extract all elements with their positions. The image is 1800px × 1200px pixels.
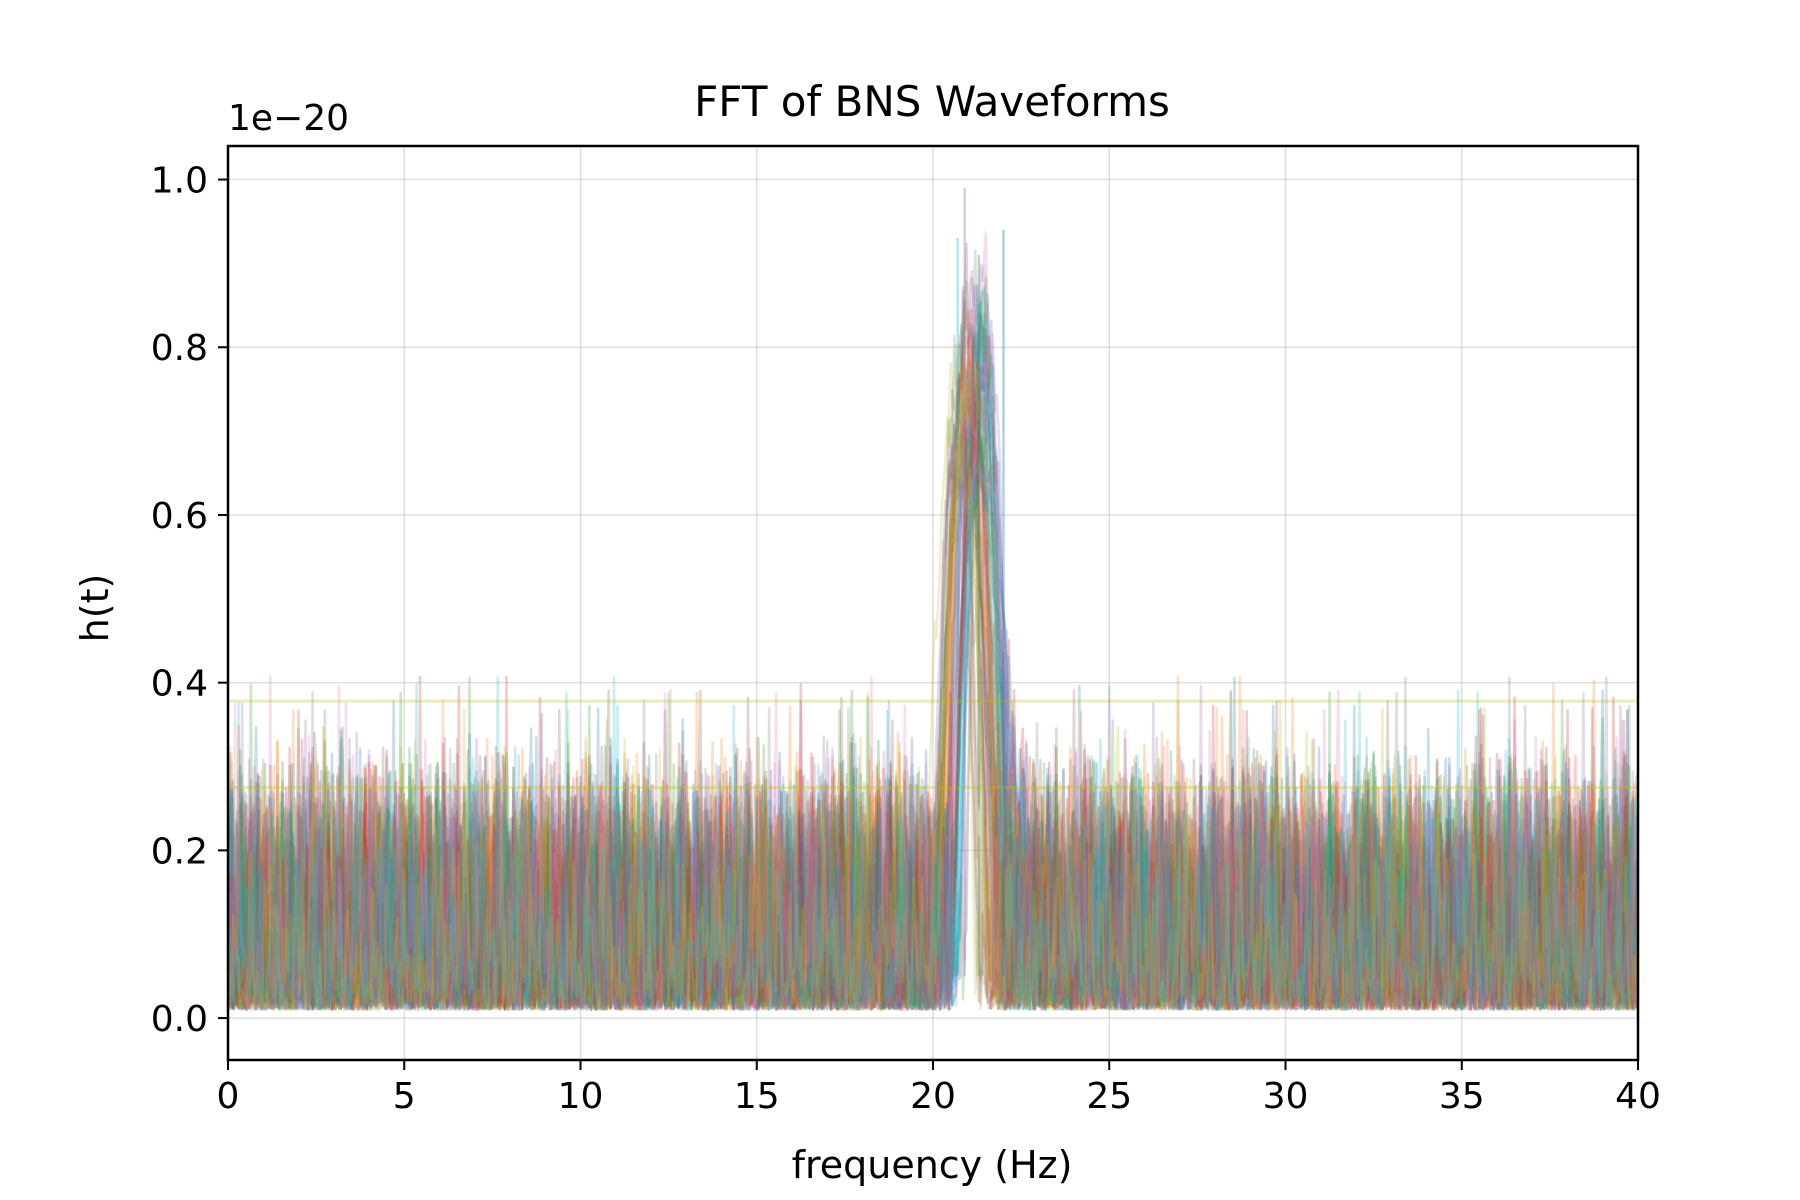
series-line <box>228 451 1638 1011</box>
series-line <box>228 380 1638 1011</box>
series-line <box>228 380 1638 1011</box>
series-line <box>228 443 1638 1011</box>
chart-title: FFT of BNS Waveforms <box>694 77 1170 126</box>
series-line <box>228 334 1638 1011</box>
series-line <box>228 290 1638 1011</box>
x-tick-label: 25 <box>1086 1076 1132 1117</box>
series-line <box>228 286 1638 1011</box>
series-line <box>228 276 1638 1011</box>
series-line <box>228 366 1638 1011</box>
series-line <box>228 303 1638 1011</box>
series-line <box>228 371 1638 1011</box>
series-line <box>228 324 1638 1011</box>
x-tick-label: 10 <box>558 1076 604 1117</box>
series-line <box>228 327 1638 1011</box>
series-line <box>228 301 1638 1011</box>
y-axis: 0.0 0.2 0.4 0.6 0.8 1.0 <box>151 161 228 1040</box>
series-line <box>228 419 1638 1011</box>
series-line <box>228 400 1638 1011</box>
y-axis-label: h(t) <box>73 574 117 643</box>
x-tick-label: 15 <box>734 1076 780 1117</box>
series-line <box>228 313 1638 1011</box>
series-line <box>228 242 1638 1011</box>
x-tick-label: 30 <box>1263 1076 1309 1117</box>
series-line <box>228 295 1638 1011</box>
series-line <box>228 249 1638 1011</box>
series-line <box>228 350 1638 1011</box>
series-line <box>228 433 1638 1011</box>
x-tick-label: 40 <box>1615 1076 1661 1117</box>
series-line <box>228 366 1638 1011</box>
x-tick-label: 5 <box>393 1076 416 1117</box>
series-line <box>228 328 1638 1011</box>
series-line <box>228 404 1638 1011</box>
series-line <box>228 379 1638 1011</box>
series-line <box>228 426 1638 1011</box>
series-line <box>228 442 1638 1011</box>
x-axis: 0 5 10 15 20 25 30 35 40 <box>217 1060 1661 1117</box>
series-line <box>228 300 1638 1011</box>
series-line <box>228 391 1638 1011</box>
series-line <box>228 423 1638 1011</box>
series-line <box>228 416 1638 1011</box>
series-line <box>228 399 1638 1011</box>
y-tick-label: 0.8 <box>151 328 208 369</box>
series-line <box>228 352 1638 1011</box>
series-line <box>228 320 1638 1011</box>
series-line <box>228 328 1638 1011</box>
series-line <box>228 430 1638 1011</box>
series-line <box>228 408 1638 1011</box>
series-line <box>228 343 1638 1011</box>
series-line <box>228 401 1638 1011</box>
y-tick-label: 0.6 <box>151 496 208 537</box>
series-line <box>228 418 1638 1011</box>
series-line <box>228 384 1638 1011</box>
series-line <box>228 354 1638 1011</box>
series-line <box>228 300 1638 1011</box>
y-tick-label: 0.4 <box>151 664 208 705</box>
series-line <box>228 336 1638 1011</box>
series-line <box>228 292 1638 1011</box>
y-tick-label: 1.0 <box>151 161 208 202</box>
series-line <box>228 397 1638 1011</box>
y-offset-label: 1e−20 <box>228 98 349 139</box>
x-tick-label: 0 <box>217 1076 240 1117</box>
series-line <box>228 343 1638 1011</box>
series-line <box>228 382 1638 1011</box>
series-line <box>228 336 1638 1011</box>
x-tick-label: 20 <box>910 1076 956 1117</box>
series-line <box>228 427 1638 1011</box>
series-line <box>228 369 1638 1011</box>
series-group <box>228 187 1638 1011</box>
series-line <box>228 395 1638 1011</box>
series-line <box>228 230 1638 1011</box>
series-line <box>228 351 1638 1011</box>
y-tick-label: 0.2 <box>151 831 208 872</box>
series-line <box>228 325 1638 1011</box>
series-line <box>228 269 1638 1011</box>
series-line <box>228 284 1638 1011</box>
series-line <box>228 370 1638 1011</box>
series-line <box>228 263 1638 1011</box>
x-axis-label: frequency (Hz) <box>792 1143 1073 1187</box>
x-tick-label: 35 <box>1439 1076 1485 1117</box>
y-tick-label: 0.0 <box>151 999 208 1040</box>
